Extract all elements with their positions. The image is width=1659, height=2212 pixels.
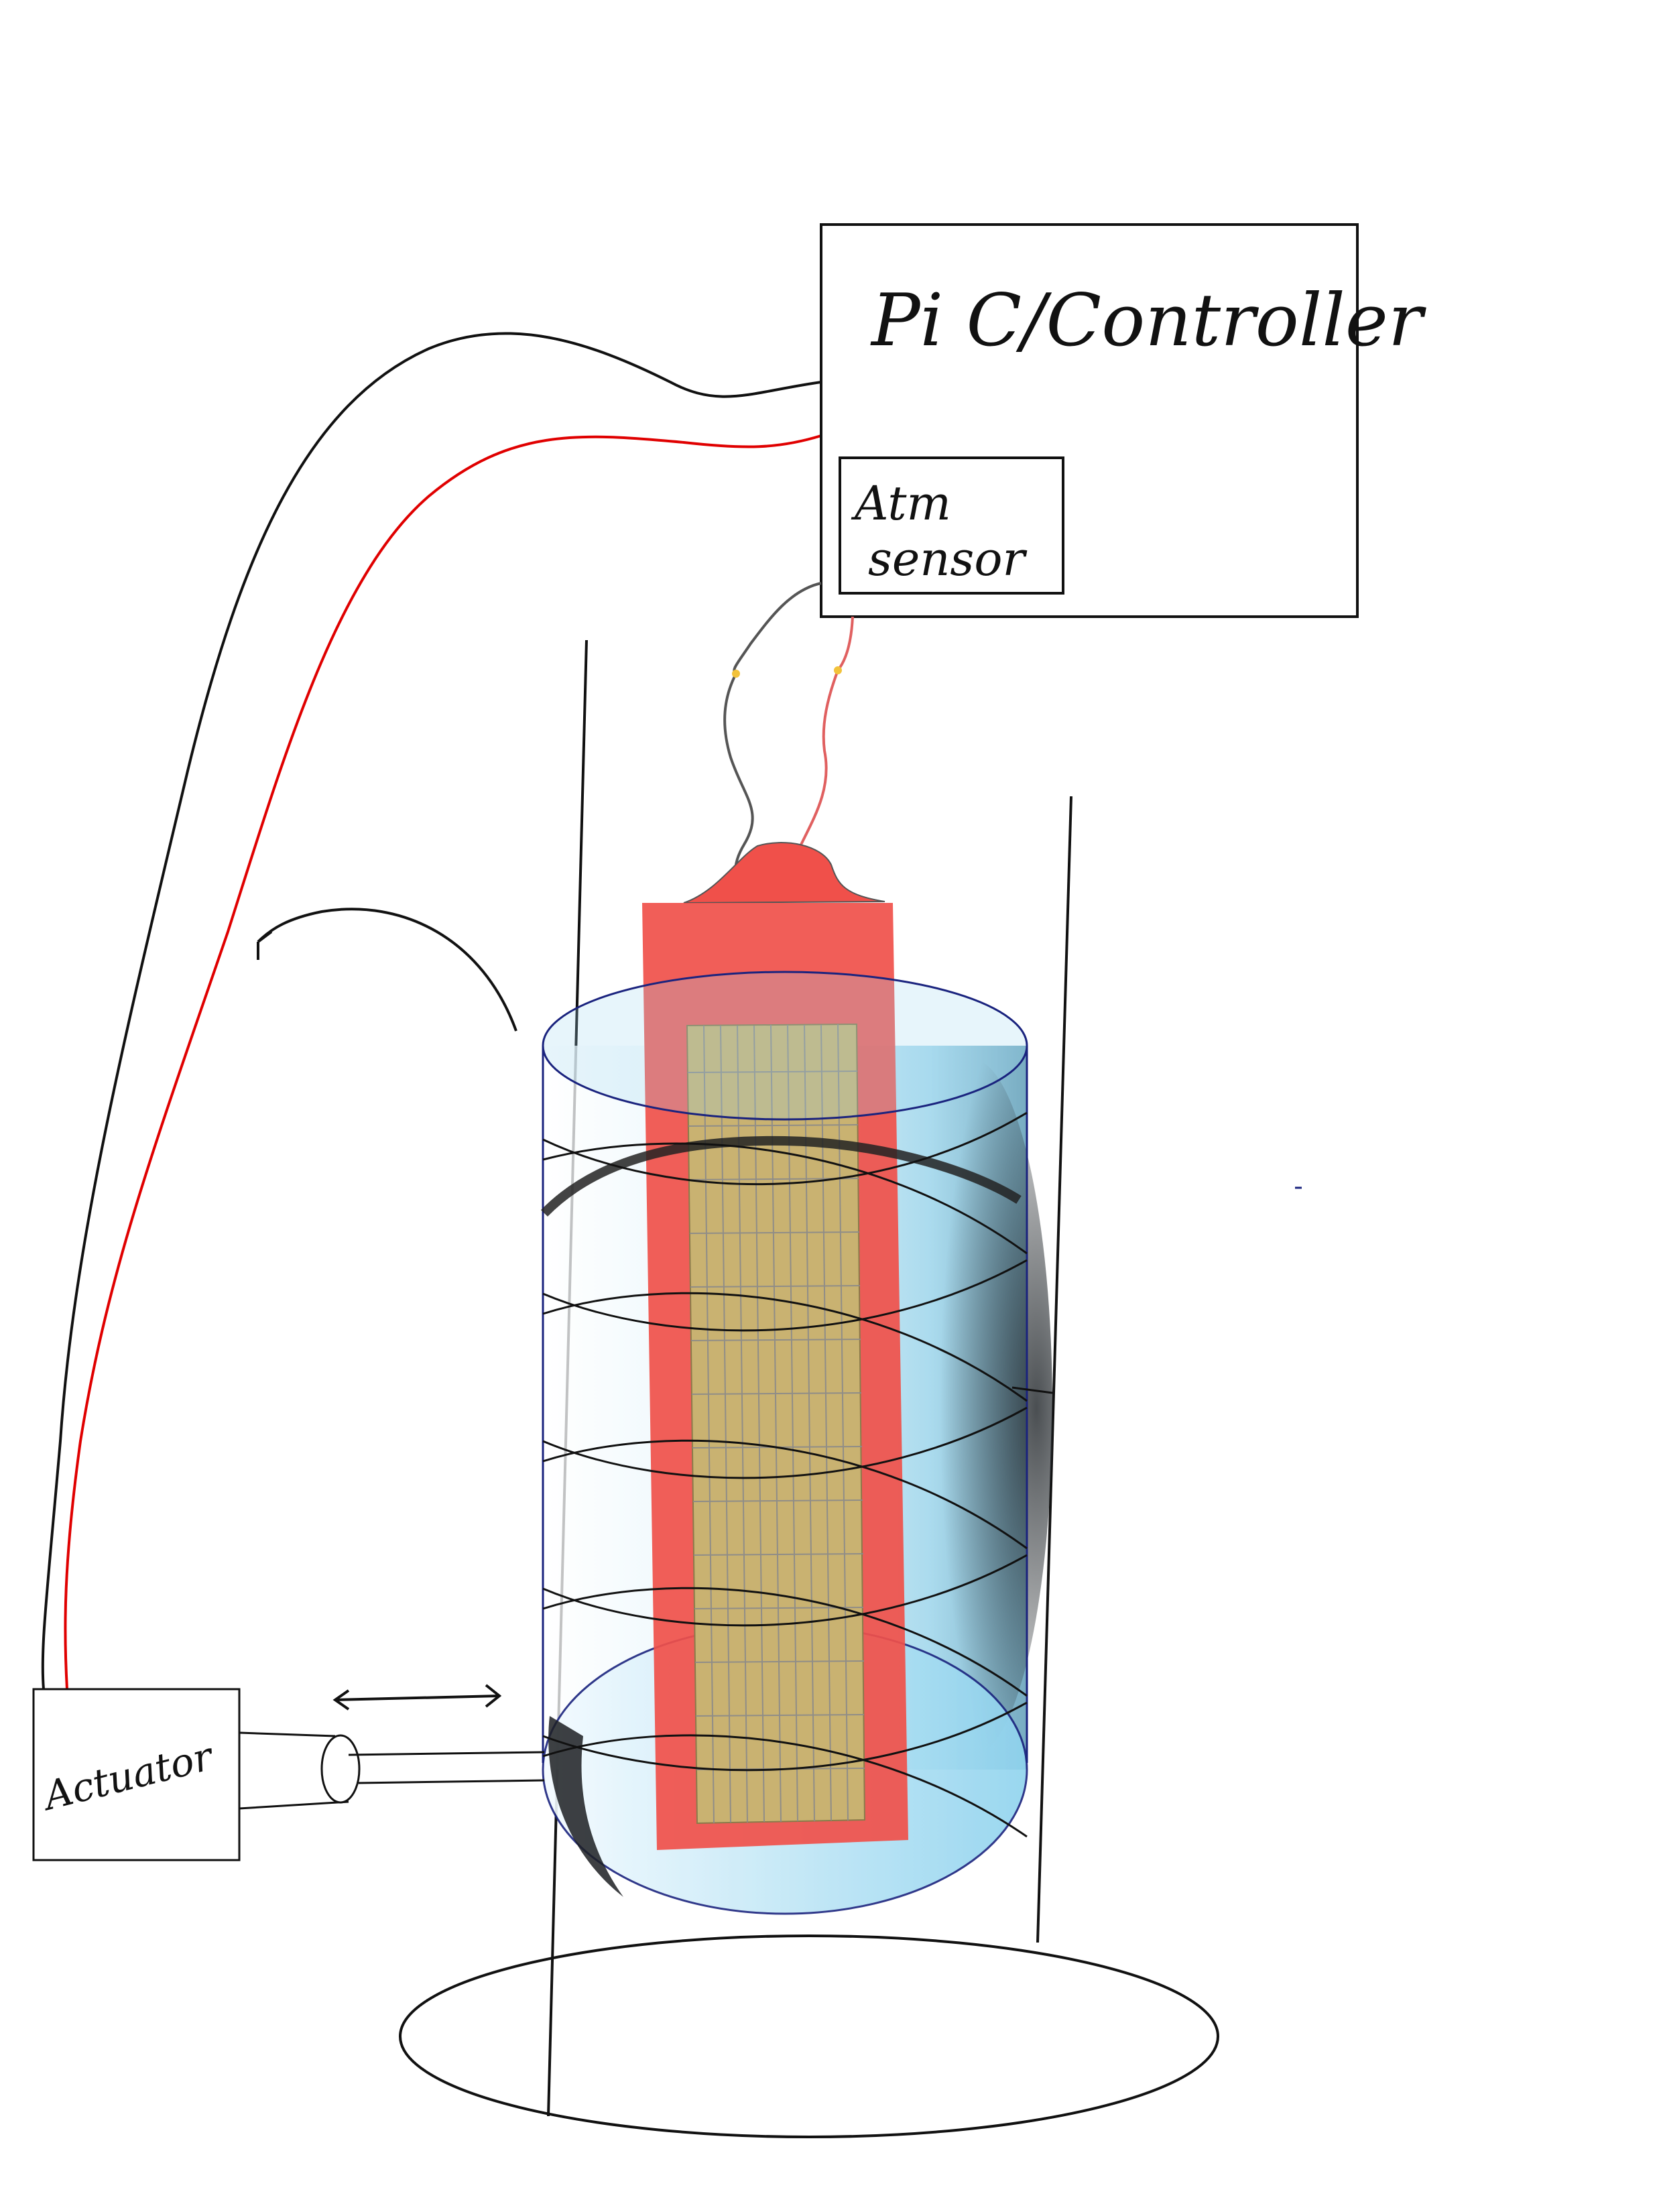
red-wire-to-actuator [64, 434, 822, 1690]
long-wires [41, 332, 822, 1690]
actuator-assembly: Actuator [32, 1688, 545, 1861]
stand-right-rail [1036, 796, 1072, 1943]
push-rod [348, 1751, 545, 1784]
sensor-box [839, 456, 1064, 595]
solder-joint [834, 666, 842, 674]
controller-box: Pi C/Controller Atm sensor [820, 223, 1426, 618]
curved-arrow-icon [257, 908, 517, 1032]
double-headed-arrow-icon [332, 1684, 502, 1711]
sensor-label-line2: sensor [868, 532, 1027, 587]
coil-windings [542, 1111, 1053, 1838]
red-wire-to-pad [791, 616, 854, 872]
cylinder-top-cap [542, 971, 1028, 1121]
pad-connector [683, 842, 885, 904]
inner-ring [540, 1135, 1022, 1217]
base-ellipse [399, 1934, 1219, 2138]
black-wire-to-pad [723, 582, 822, 892]
bottom-cap-shadow [548, 1716, 623, 1897]
controller-label: Pi C/Controller [870, 279, 1426, 363]
sensor-label-line1: Atm [851, 476, 951, 531]
grid-lines [687, 1024, 865, 1824]
black-wire-to-actuator [41, 332, 822, 1690]
actuator-box [32, 1688, 241, 1861]
rod-end [320, 1734, 361, 1804]
cylinder-shadow [892, 1059, 1052, 1756]
actuator-rod [239, 1731, 349, 1810]
solder-joint [732, 670, 740, 678]
pad-wires [723, 582, 854, 892]
